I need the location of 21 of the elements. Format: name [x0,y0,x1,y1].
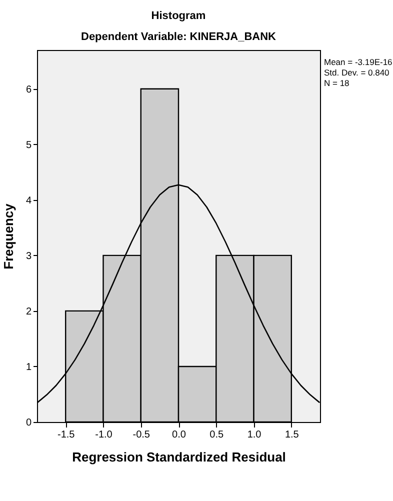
text: N = 18 [324,78,350,88]
x-tick-label: 1.5 [284,430,300,440]
x-axis-title: Regression Standardized Residual [72,450,286,464]
y-tick-label: 2 [26,306,32,318]
y-tick-label: 5 [26,140,32,151]
text: Std. Dev. = 0.840 [324,68,390,78]
chart-subtitle: Dependent Variable: KINERJA_BANK [81,31,276,43]
x-tick-label: 0.0 [172,430,186,440]
x-tick-label: -1.5 [57,430,76,440]
x-tick-label: -1.0 [95,430,113,440]
x-tick-label: -0.5 [132,430,150,440]
x-tick-label: 1.0 [247,430,262,440]
text: Mean = -3.19E-16 [324,57,393,67]
x-tick-label: 0.5 [210,430,224,440]
y-tick-label: 0 [26,418,32,428]
y-tick-label: 3 [26,250,32,262]
y-tick-label: 6 [26,84,32,96]
chart-title: Histogram [151,10,206,22]
y-tick-label: 4 [26,195,32,206]
y-axis-title: Frequency [0,202,16,270]
y-tick-label: 1 [26,362,32,373]
